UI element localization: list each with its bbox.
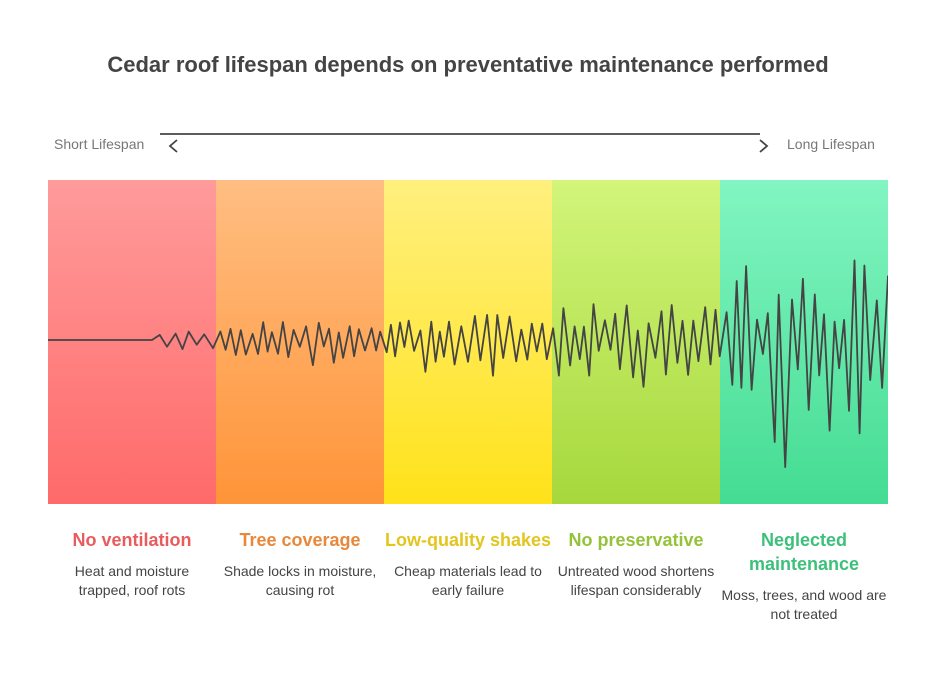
stage-description: Heat and moisture trapped, roof rots xyxy=(74,563,190,598)
stage-heading: Neglected maintenance xyxy=(748,530,860,574)
stage-no-preservative: No preservative Untreated wood shortens … xyxy=(552,528,720,600)
stage-heading: Tree coverage xyxy=(239,530,361,550)
wear-waveform xyxy=(48,259,888,469)
stage-description: Moss, trees, and wood are not treated xyxy=(721,587,887,622)
stage-description: Cheap materials lead to early failure xyxy=(394,563,542,598)
band-no-ventilation xyxy=(48,180,216,504)
stage-description: Untreated wood shortens lifespan conside… xyxy=(557,563,715,598)
page-title: Cedar roof lifespan depends on preventat… xyxy=(107,52,829,77)
stage-heading: No preservative xyxy=(568,530,704,550)
lifespan-scale-arrow xyxy=(160,133,769,153)
stage-heading: No ventilation xyxy=(72,530,192,550)
short-lifespan-label: Short Lifespan xyxy=(54,136,145,152)
chevron-right-icon xyxy=(759,139,769,153)
long-lifespan-label: Long Lifespan xyxy=(787,136,875,152)
stage-tree-coverage: Tree coverage Shade locks in moisture, c… xyxy=(216,528,384,600)
waveform-line xyxy=(48,259,888,469)
stage-heading: Low-quality shakes xyxy=(384,530,552,550)
stage-neglected-maintenance: Neglected maintenance Moss, trees, and w… xyxy=(720,528,888,624)
band-neglected-maintenance xyxy=(720,180,888,504)
stage-no-ventilation: No ventilation Heat and moisture trapped… xyxy=(48,528,216,600)
stage-description: Shade locks in moisture, causing rot xyxy=(223,563,377,598)
stage-low-quality-shakes: Low-quality shakes Cheap materials lead … xyxy=(384,528,552,600)
chevron-left-icon xyxy=(168,139,178,153)
